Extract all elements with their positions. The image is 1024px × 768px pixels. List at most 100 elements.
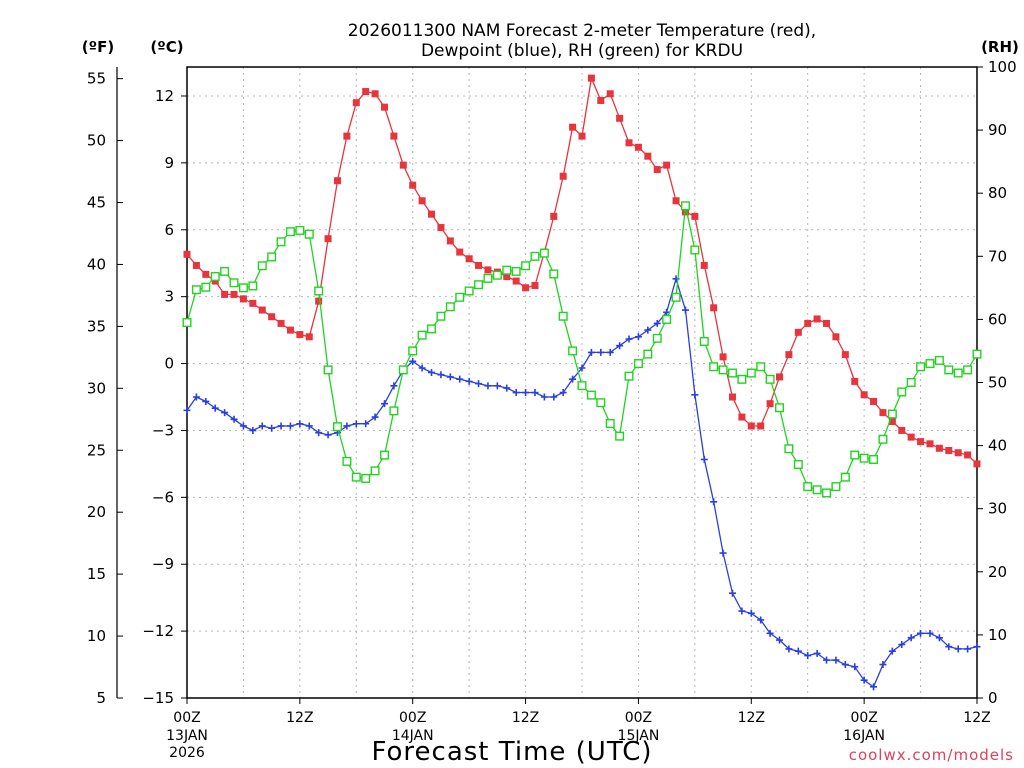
- rh-point: [699, 336, 709, 346]
- series-layer: [182, 74, 982, 691]
- rh-point: [370, 466, 380, 476]
- rh-point: [342, 456, 352, 466]
- temperature-point: [268, 313, 276, 321]
- rh-point: [436, 311, 446, 321]
- rh-point: [558, 311, 568, 321]
- rh-point: [737, 374, 747, 384]
- temperature-point: [578, 132, 586, 140]
- temperature-point: [860, 391, 868, 399]
- dewpoint-point: [484, 382, 492, 390]
- temperature-point: [484, 266, 492, 274]
- temperature-point: [823, 319, 831, 327]
- fahrenheit-tick-label: 5: [96, 689, 106, 707]
- dewpoint-point: [390, 382, 398, 390]
- temperature-point: [258, 306, 266, 314]
- rh-tick-label: 50: [988, 374, 1007, 392]
- rh-tick-label: 40: [988, 437, 1007, 455]
- temperature-point: [766, 400, 774, 408]
- rh-point: [897, 387, 907, 397]
- rh-point: [464, 286, 474, 296]
- rh-point: [427, 324, 437, 334]
- dewpoint-point: [493, 382, 501, 390]
- tick-labels: −15 −12 −9 −6 −3 0 3 6 9 12 5 10 15 20 25 30 35 40 45 50 55 0…: [87, 58, 1017, 761]
- rh-tick-label: 90: [988, 121, 1007, 139]
- rh-point: [812, 485, 822, 495]
- temperature-point: [475, 261, 483, 269]
- temperature-point: [926, 440, 934, 448]
- temperature-point: [945, 447, 953, 455]
- dewpoint-point: [728, 589, 736, 597]
- temperature-point: [390, 132, 398, 140]
- celsius-tick-label: 12: [155, 87, 174, 105]
- rh-point: [662, 314, 672, 324]
- dewpoint-point: [381, 400, 388, 408]
- rh-point: [323, 365, 333, 375]
- temperature-point: [371, 90, 379, 98]
- rh-point: [850, 450, 860, 460]
- rh-point: [756, 362, 766, 372]
- dewpoint-point: [841, 661, 849, 669]
- rh-point: [276, 237, 286, 247]
- temperature-point: [324, 235, 332, 243]
- celsius-tick-label: −15: [142, 689, 174, 707]
- dewpoint-point: [503, 384, 511, 392]
- rh-point: [624, 371, 634, 381]
- dewpoint-point: [418, 364, 426, 372]
- dewpoint-point: [456, 375, 464, 383]
- celsius-tick-label: 0: [164, 355, 174, 373]
- temperature-point: [804, 319, 812, 327]
- temperature-point: [418, 197, 426, 205]
- temperature-point: [569, 123, 577, 131]
- dewpoint-point: [437, 371, 445, 379]
- temperature-point: [559, 172, 567, 180]
- temperature-point: [352, 99, 360, 107]
- x-tick-label: 12Z: [286, 710, 313, 726]
- temperature-point: [221, 290, 229, 298]
- rh-point: [257, 261, 267, 271]
- rh-point: [775, 403, 785, 413]
- temperature-point: [813, 315, 821, 323]
- dewpoint-point: [371, 413, 379, 421]
- temperature-point: [409, 181, 417, 189]
- celsius-tick-label: −12: [142, 622, 174, 640]
- dewpoint-point: [540, 393, 548, 401]
- rh-tick-label: 70: [988, 247, 1007, 265]
- dewpoint-point: [305, 422, 313, 430]
- dewpoint-point: [183, 406, 191, 414]
- temperature-point: [832, 333, 840, 341]
- temperature-point: [362, 88, 370, 96]
- rh-point: [483, 273, 493, 283]
- temperature-point: [531, 282, 539, 290]
- temperature-point: [192, 261, 200, 269]
- rh-point: [878, 434, 888, 444]
- dewpoint-point: [550, 393, 558, 401]
- dewpoint-point: [211, 404, 219, 412]
- fahrenheit-tick-label: 40: [87, 255, 106, 273]
- dewpoint-point: [691, 391, 699, 399]
- rh-point: [398, 365, 408, 375]
- rh-point: [351, 472, 361, 482]
- dewpoint-point: [681, 306, 689, 314]
- dewpoint-point: [221, 409, 229, 417]
- dewpoint-point: [860, 676, 868, 684]
- temperature-point: [239, 295, 247, 303]
- rh-point: [822, 488, 832, 498]
- rh-point: [944, 365, 954, 375]
- rh-point: [295, 225, 305, 235]
- dewpoint-point: [239, 422, 247, 430]
- rh-tick-label: 10: [988, 626, 1007, 644]
- dewpoint-point: [587, 348, 595, 356]
- unit-label-fahrenheit: (ºF): [82, 38, 114, 56]
- dewpoint-point: [606, 348, 614, 356]
- rh-point: [934, 355, 944, 365]
- dewpoint-point: [813, 649, 821, 657]
- rh-point: [285, 227, 295, 237]
- temperature-point: [381, 103, 388, 111]
- dewpoint-point: [230, 415, 238, 423]
- temperature-point: [851, 377, 859, 385]
- chart-title-line2: Dewpoint (blue), RH (green) for KRDU: [421, 41, 743, 61]
- rh-point: [220, 266, 230, 276]
- temperature-point: [738, 413, 746, 421]
- rh-point: [916, 362, 926, 372]
- rh-point: [455, 292, 465, 302]
